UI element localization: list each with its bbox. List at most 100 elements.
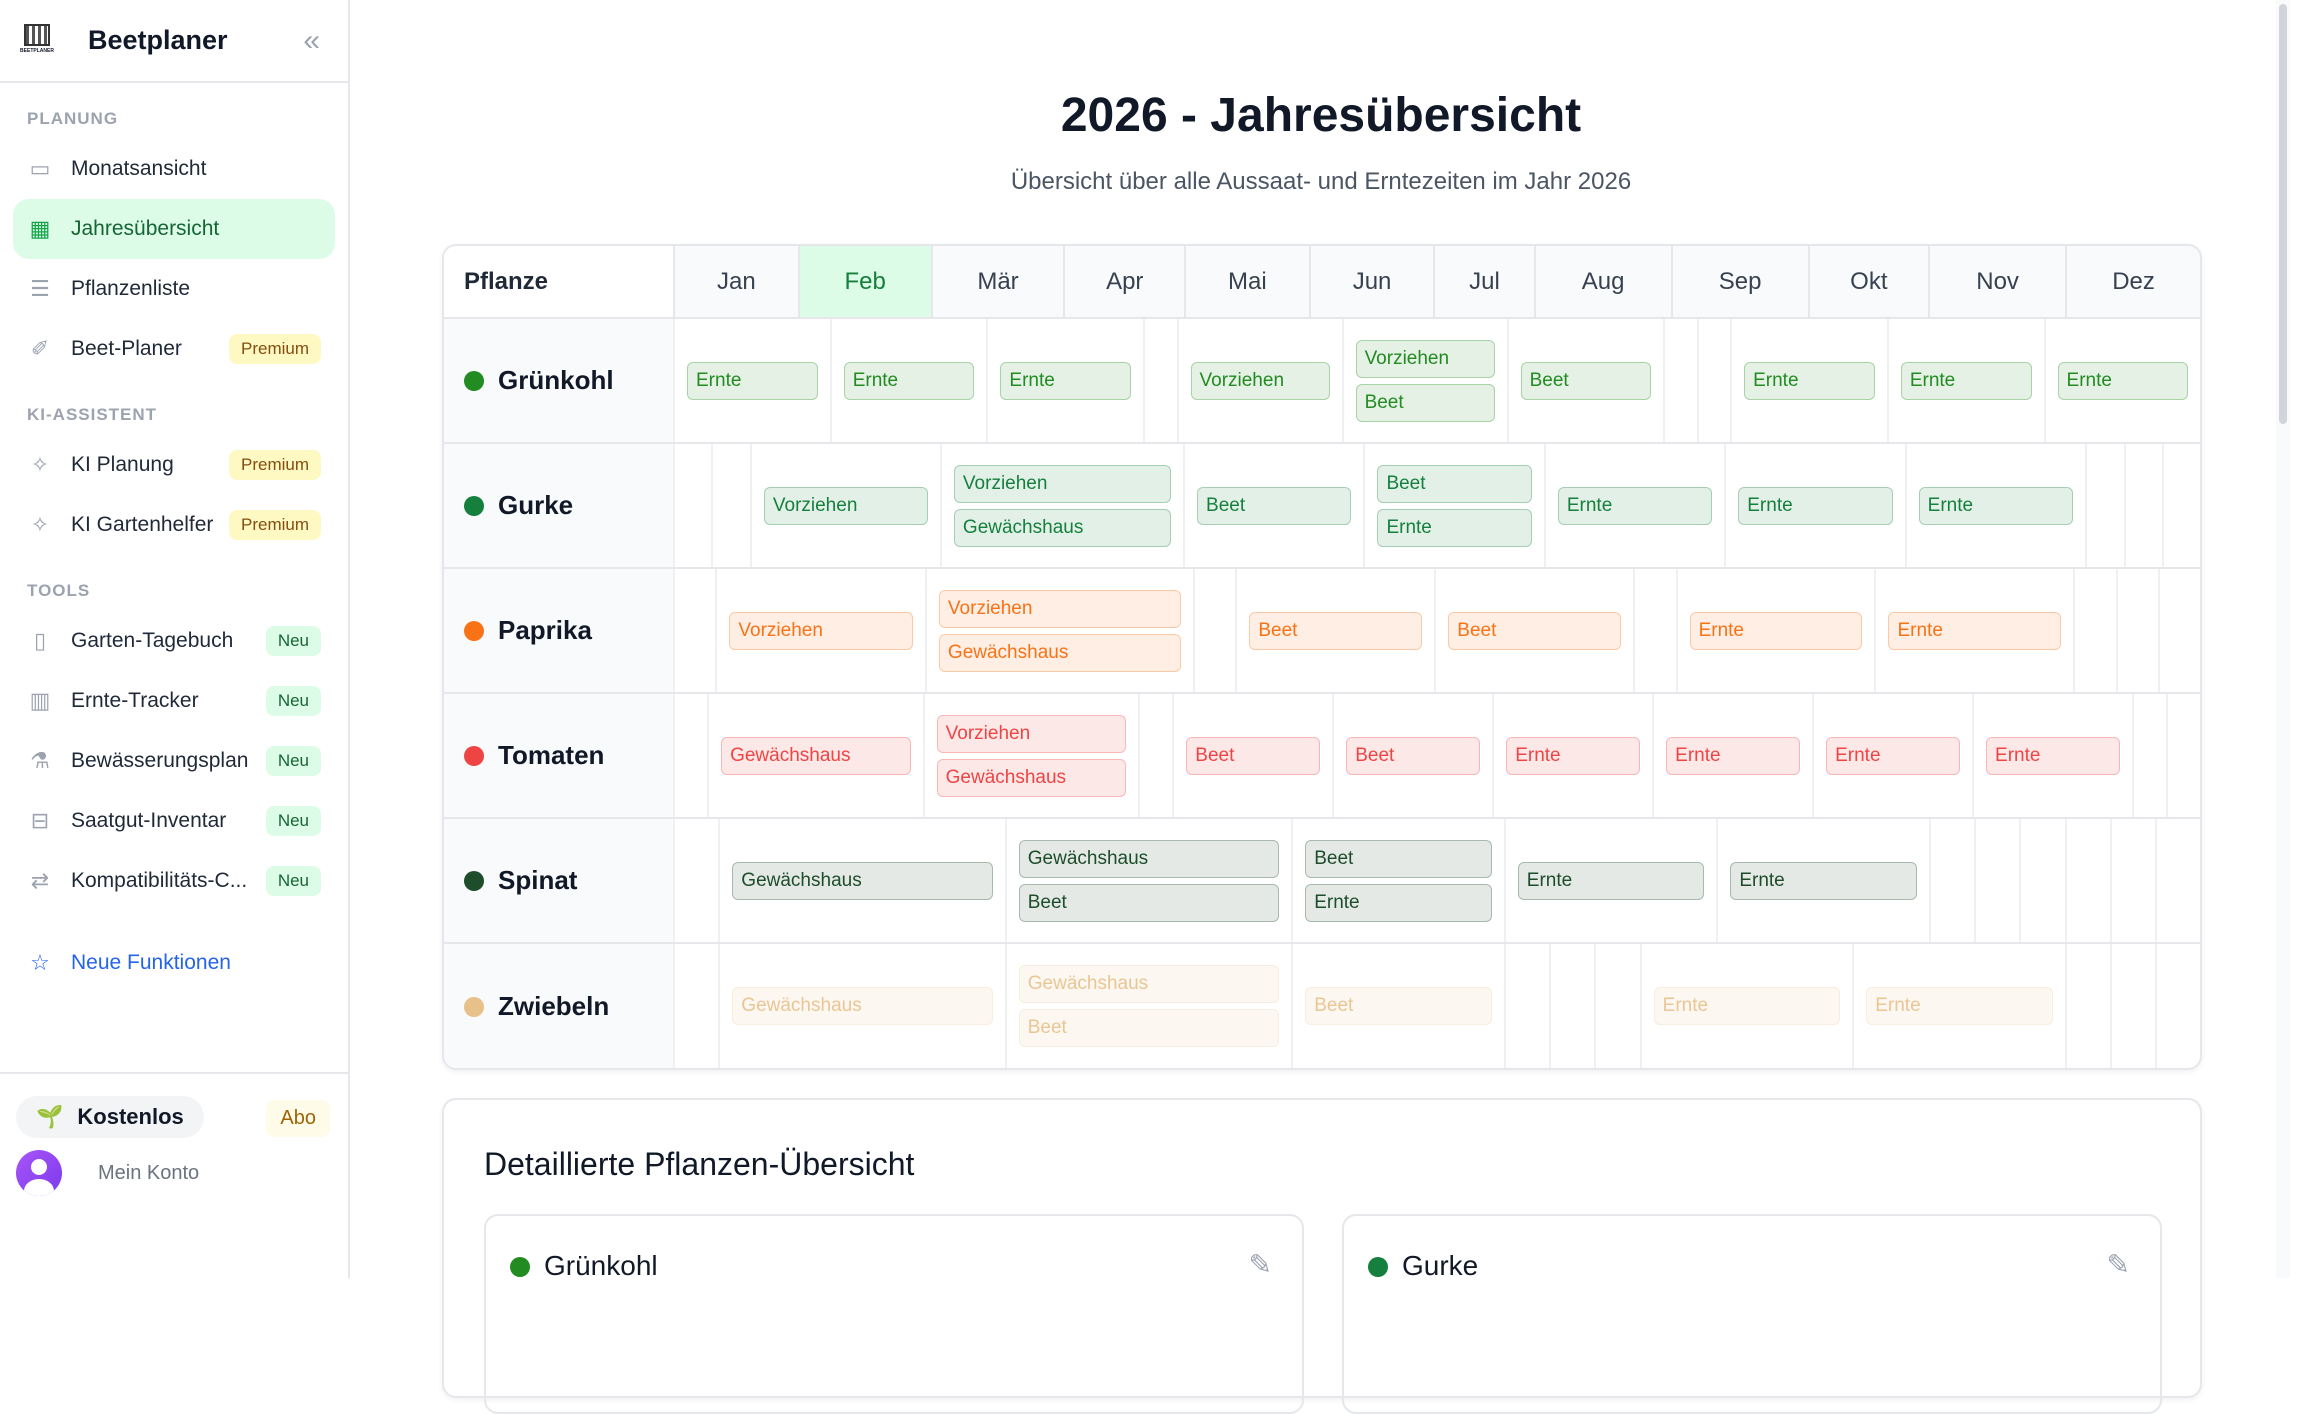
phase-tag-ernte[interactable]: Ernte: [1305, 883, 1492, 922]
month-cell[interactable]: [2064, 819, 2112, 944]
account-link[interactable]: Mein Konto: [16, 1150, 332, 1196]
sidebar-item-pflanzenliste[interactable]: ☰ Pflanzenliste: [13, 259, 335, 319]
month-cell[interactable]: [2155, 819, 2200, 944]
month-cell[interactable]: [672, 944, 720, 1068]
month-cell[interactable]: [1143, 319, 1178, 444]
month-cell[interactable]: [1974, 819, 2021, 944]
month-cell[interactable]: [2064, 944, 2112, 1068]
sidebar-item-saatgut-inventar[interactable]: ⊟ Saatgut-Inventar Neu: [13, 791, 335, 851]
month-cell[interactable]: Ernte: [1639, 944, 1854, 1068]
month-cell[interactable]: [1696, 319, 1732, 444]
phase-tag-ernte[interactable]: Ernte: [1689, 611, 1863, 650]
plant-name-cell[interactable]: Paprika: [444, 569, 674, 694]
plant-name-cell[interactable]: Grünkohl: [444, 319, 674, 444]
month-cell[interactable]: Vorziehen Gewächshaus: [939, 444, 1185, 569]
phase-tag-gewächshaus[interactable]: Gewächshaus: [953, 508, 1172, 547]
month-cell[interactable]: [1503, 944, 1551, 1068]
phase-tag-beet[interactable]: Beet: [1249, 611, 1423, 650]
month-cell[interactable]: Ernte: [1492, 694, 1654, 819]
month-cell[interactable]: Beet: [1291, 944, 1505, 1068]
sidebar-item-ernte-tracker[interactable]: ▥ Ernte-Tracker Neu: [13, 671, 335, 731]
month-cell[interactable]: Ernte: [829, 319, 988, 444]
month-cell[interactable]: Gewächshaus Beet: [1004, 944, 1293, 1068]
month-cell[interactable]: Vorziehen Beet: [1341, 319, 1508, 444]
month-cell[interactable]: [2110, 944, 2157, 1068]
month-cell[interactable]: Ernte: [1812, 694, 1974, 819]
phase-tag-vorziehen[interactable]: Vorziehen: [938, 589, 1181, 628]
phase-tag-vorziehen[interactable]: Vorziehen: [763, 486, 928, 525]
month-cell[interactable]: Ernte: [1874, 569, 2075, 694]
phase-tag-vorziehen[interactable]: Vorziehen: [1355, 339, 1495, 378]
edit-pencil-icon[interactable]: ✎: [1248, 1249, 1272, 1280]
phase-tag-ernte[interactable]: Ernte: [1557, 486, 1713, 525]
month-cell[interactable]: [2110, 819, 2157, 944]
sidebar-item-new-features[interactable]: ☆ Neue Funktionen: [13, 933, 335, 993]
sidebar-item-ki-gartenhelfer[interactable]: ✧ KI Gartenhelfer Premium: [13, 495, 335, 555]
month-cell[interactable]: Ernte: [1724, 444, 1906, 569]
month-cell[interactable]: Ernte: [1972, 694, 2133, 819]
month-cell[interactable]: Beet: [1506, 319, 1665, 444]
phase-tag-ernte[interactable]: Ernte: [1000, 361, 1132, 400]
phase-tag-beet[interactable]: Beet: [1018, 883, 1280, 922]
phase-tag-beet[interactable]: Beet: [1520, 361, 1652, 400]
sidebar-item-beet-planer[interactable]: ✐ Beet-Planer Premium: [13, 319, 335, 379]
phase-tag-gewächshaus[interactable]: Gewächshaus: [1018, 839, 1280, 878]
phase-tag-beet[interactable]: Beet: [1018, 1009, 1280, 1047]
phase-tag-beet[interactable]: Beet: [1305, 987, 1492, 1025]
month-cell[interactable]: Vorziehen: [715, 569, 926, 694]
phase-tag-beet[interactable]: Beet: [1448, 611, 1622, 650]
phase-tag-ernte[interactable]: Ernte: [1900, 361, 2032, 400]
phase-tag-gewächshaus[interactable]: Gewächshaus: [732, 861, 993, 900]
phase-tag-ernte[interactable]: Ernte: [1517, 861, 1705, 900]
plant-name-cell[interactable]: Gurke: [444, 444, 674, 569]
month-cell[interactable]: [1594, 944, 1641, 1068]
month-cell[interactable]: Beet: [1235, 569, 1436, 694]
phase-tag-ernte[interactable]: Ernte: [1653, 987, 1841, 1025]
month-cell[interactable]: Gewächshaus: [718, 944, 1006, 1068]
month-cell[interactable]: Ernte: [1904, 444, 2087, 569]
month-cell[interactable]: Ernte: [986, 319, 1145, 444]
month-cell[interactable]: Ernte: [1675, 569, 1876, 694]
phase-tag-ernte[interactable]: Ernte: [1986, 736, 2120, 775]
phase-tag-ernte[interactable]: Ernte: [687, 361, 818, 400]
month-cell[interactable]: [2073, 569, 2117, 694]
phase-tag-ernte[interactable]: Ernte: [2057, 361, 2188, 400]
phase-tag-gewächshaus[interactable]: Gewächshaus: [732, 987, 993, 1025]
month-cell[interactable]: Gewächshaus: [707, 694, 924, 819]
month-cell[interactable]: Ernte: [673, 319, 831, 444]
phase-tag-ernte[interactable]: Ernte: [1826, 736, 1961, 775]
phase-tag-vorziehen[interactable]: Vorziehen: [953, 464, 1172, 503]
abo-button[interactable]: Abo: [266, 1100, 330, 1137]
month-cell[interactable]: [1192, 569, 1237, 694]
month-cell[interactable]: Vorziehen: [749, 444, 941, 569]
month-cell[interactable]: Ernte: [1730, 319, 1888, 444]
month-cell[interactable]: [672, 444, 713, 569]
month-cell[interactable]: Ernte: [1503, 819, 1718, 944]
plant-name-cell[interactable]: Tomaten: [444, 694, 674, 819]
scrollbar-thumb[interactable]: [2279, 4, 2287, 424]
sidebar-item-jahresübersicht[interactable]: ▦ Jahresübersicht: [13, 199, 335, 259]
phase-tag-gewächshaus[interactable]: Gewächshaus: [938, 633, 1181, 672]
phase-tag-ernte[interactable]: Ernte: [1866, 987, 2053, 1025]
month-cell[interactable]: Ernte: [1852, 944, 2066, 1068]
month-cell[interactable]: Beet: [1183, 444, 1365, 569]
sidebar-item-bewässerungsplan[interactable]: ⚗ Bewässerungsplan Neu: [13, 731, 335, 791]
month-cell[interactable]: [672, 569, 717, 694]
phase-tag-ernte[interactable]: Ernte: [843, 361, 975, 400]
month-cell[interactable]: Ernte: [1652, 694, 1814, 819]
plan-badge[interactable]: 🌱 Kostenlos: [16, 1096, 204, 1138]
phase-tag-ernte[interactable]: Ernte: [1888, 611, 2062, 650]
scrollbar[interactable]: [2276, 0, 2290, 1278]
month-cell[interactable]: Beet Ernte: [1363, 444, 1545, 569]
phase-tag-gewächshaus[interactable]: Gewächshaus: [936, 758, 1127, 797]
month-cell[interactable]: Ernte: [1716, 819, 1930, 944]
month-cell[interactable]: Gewächshaus Beet: [1004, 819, 1293, 944]
phase-tag-vorziehen[interactable]: Vorziehen: [729, 611, 913, 650]
month-cell[interactable]: [2158, 569, 2200, 694]
phase-tag-beet[interactable]: Beet: [1305, 839, 1492, 878]
phase-tag-gewächshaus[interactable]: Gewächshaus: [721, 736, 911, 775]
month-cell[interactable]: [1549, 944, 1596, 1068]
month-cell[interactable]: [1928, 819, 1976, 944]
month-cell[interactable]: [711, 444, 751, 569]
month-cell[interactable]: [1663, 319, 1698, 444]
